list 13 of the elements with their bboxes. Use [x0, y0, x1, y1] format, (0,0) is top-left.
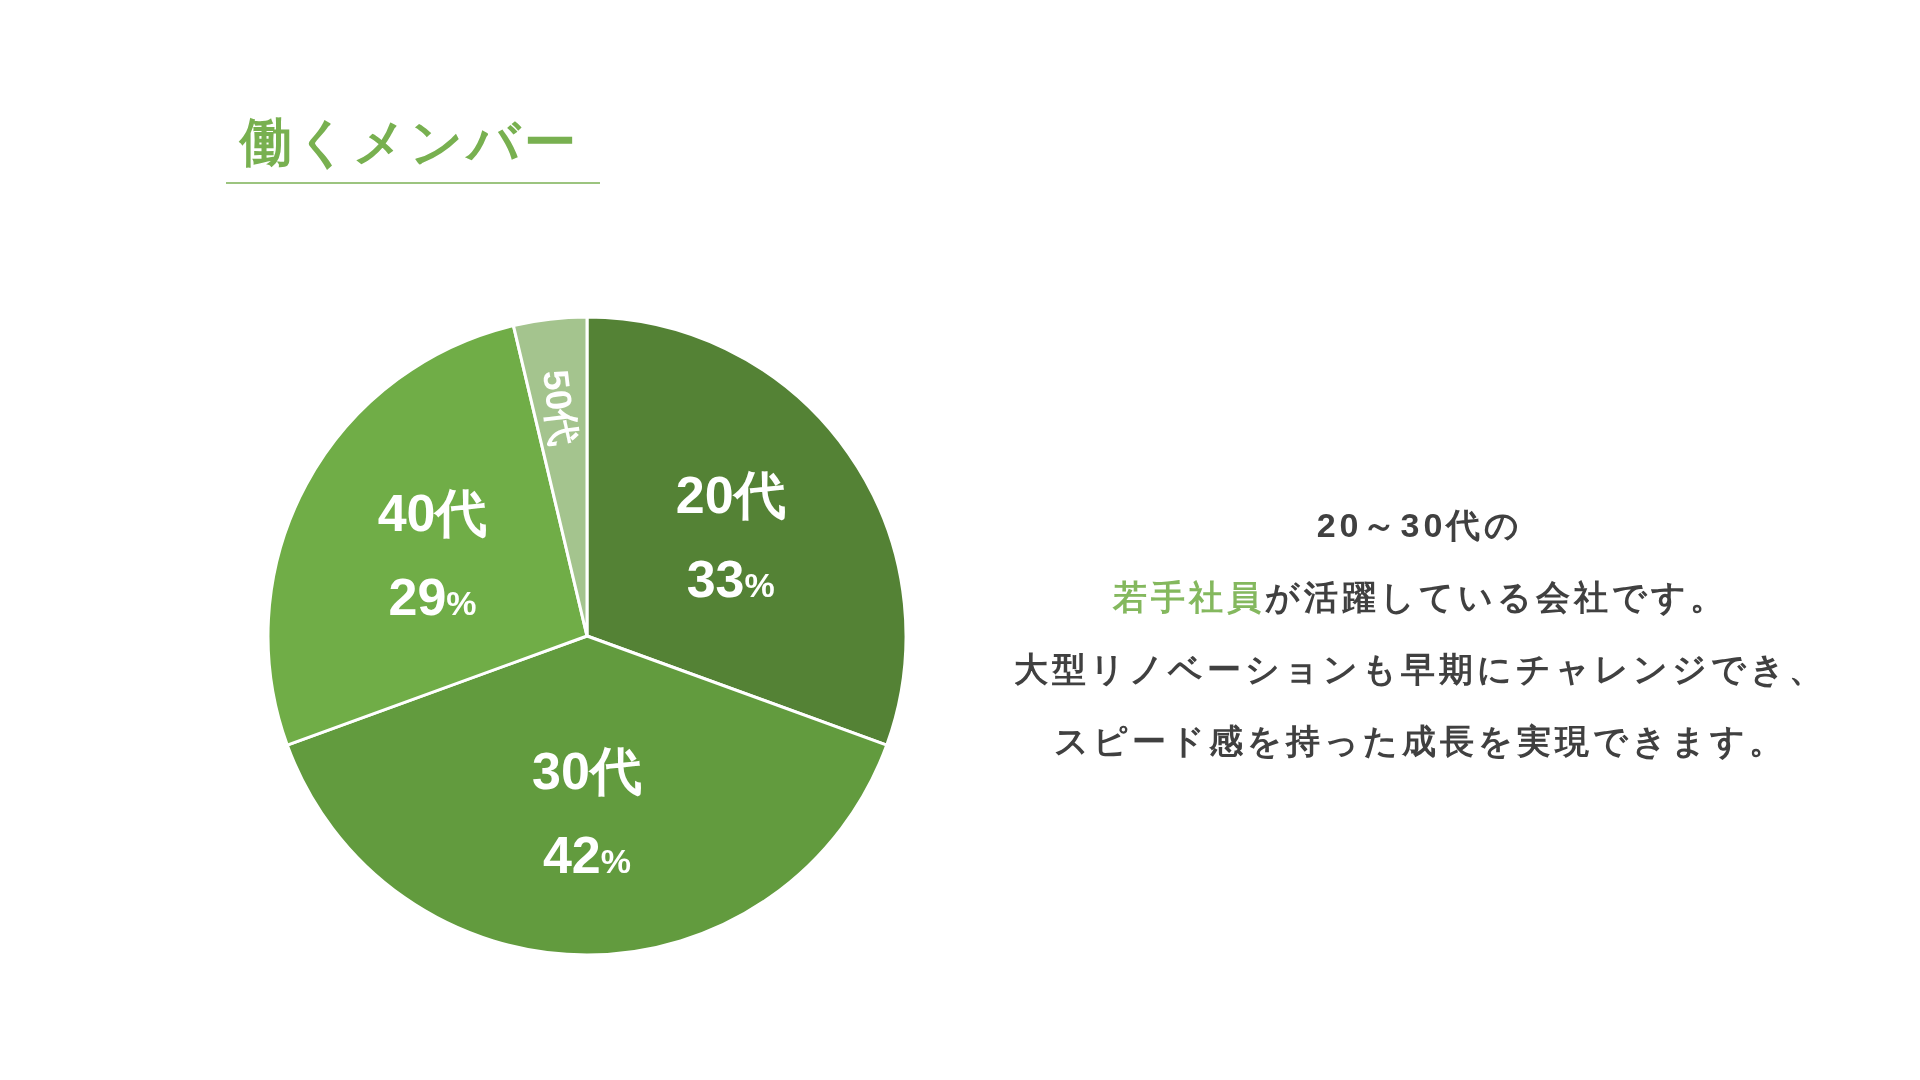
data-label: 33%	[686, 550, 775, 609]
annotation: スピード感を持った成長を実現できます。	[1053, 722, 1787, 760]
slice-label: 50代	[535, 367, 586, 449]
annotation: が活躍している会社です。	[1264, 578, 1728, 616]
slice-label: 40代	[377, 483, 488, 542]
data-label: 42%	[542, 826, 632, 885]
annotation: 若手社員	[1112, 578, 1265, 616]
slice-label: 20代	[675, 466, 786, 525]
slice-label: 30代	[532, 742, 642, 801]
annotation: 大型リノベーションも早期にチャレンジでき、	[1013, 650, 1827, 688]
title: 働くメンバー	[240, 113, 580, 171]
annotation: 20～30代の	[1316, 506, 1524, 544]
data-label: 29%	[388, 567, 477, 626]
